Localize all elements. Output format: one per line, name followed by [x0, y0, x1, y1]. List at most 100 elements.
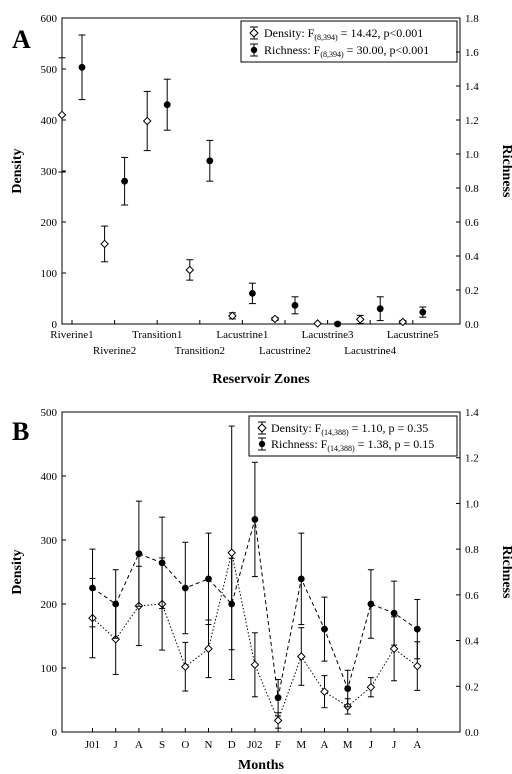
panel-a-y2tick-label: 1.6 — [465, 47, 479, 59]
panel-b-frame — [61, 411, 461, 733]
panel-a-richness-point — [334, 320, 341, 328]
panel-b-density-point — [389, 644, 399, 654]
legend-a-density-sub: (8,394) — [314, 33, 338, 42]
panel-a-density-point — [228, 311, 237, 321]
panel-b-letter: B — [12, 417, 29, 446]
panel-b-richness-point — [344, 685, 352, 692]
panel-a-xtick-label: Riverine2 — [93, 345, 136, 357]
panel-a-xtick-label: Lacustrine4 — [344, 345, 396, 357]
panel-b-richness-point — [205, 575, 212, 583]
panel-b-xtick-label: M — [343, 739, 353, 751]
panel-b-x-label: Months — [238, 758, 284, 773]
panel-a-richness-point — [291, 301, 299, 309]
panel-a-xtick-label: Lacustrine3 — [302, 329, 354, 341]
panel-a-y-label: Density — [10, 148, 25, 193]
legend-b-richness-marker — [258, 440, 266, 448]
legend-b-richness-text: Richness: F(14,388) = 1.38, p = 0.15 — [271, 437, 434, 453]
panel-b-density-point — [366, 682, 376, 692]
panel-b-legend-box — [248, 415, 458, 457]
legend-a-density-main: Density: F — [264, 26, 315, 40]
panel-b-richness-point — [390, 609, 398, 617]
legend-b-richness-main: Richness: F — [271, 437, 328, 451]
panel-b-ytick-label: 100 — [41, 663, 58, 675]
panel-b-richness-point — [321, 625, 328, 633]
panel-b-y2tick-label: 0.6 — [465, 590, 479, 602]
panel-b-y2tick-label: 0.8 — [465, 544, 479, 556]
panel-b-density-point — [204, 644, 213, 654]
panel-b-density-point — [227, 548, 237, 558]
panel-a-ytick-label: 200 — [41, 217, 58, 229]
panel-a-xtick-label: Transition2 — [175, 345, 225, 357]
legend-a-richness-rest: = 30.00, p<0.001 — [344, 43, 430, 57]
panel-a-xtick-label: Lacustrine5 — [387, 329, 439, 341]
legend-a-density-rest: = 14.42, p<0.001 — [338, 26, 424, 40]
panel-a-ytick-label: 500 — [41, 64, 58, 76]
panel-a-richness-point — [163, 101, 171, 109]
panel-b-xtick-label: O — [181, 739, 189, 751]
panel-b-xtick-label: S — [159, 739, 165, 751]
panel-b-richness-point — [135, 550, 143, 558]
panel-b-xtick-label: A — [413, 739, 421, 751]
panel-b-richness-point — [251, 516, 259, 523]
panel-a-density-point — [57, 110, 67, 120]
legend-b-richness-sub: (14,388) — [327, 444, 355, 453]
panel-a-richness-point — [419, 308, 427, 316]
panel-b-y2-label: Richness — [499, 546, 512, 599]
panel-b-xtick-label: J — [392, 739, 397, 751]
panel-b-density-point — [412, 661, 422, 671]
legend-b-richness-rest: = 1.38, p = 0.15 — [355, 437, 435, 451]
panel-a-density-point — [185, 265, 195, 275]
panel-b-legend: Density: F(14,388) = 1.10, p = 0.35 Rich… — [248, 415, 458, 457]
panel-b-xtick-label: J02 — [247, 739, 262, 751]
panel-a-legend: Density: F(8,394) = 14.42, p<0.001 Richn… — [240, 20, 458, 63]
legend-a-richness-sub: (8,394) — [320, 50, 344, 59]
legend-a-richness-marker — [250, 46, 258, 54]
panel-a-y2tick-label: 1.0 — [465, 149, 479, 161]
panel-b-y2tick-label: 0.4 — [465, 636, 479, 648]
panel-a-xtick-label: Lacustrine2 — [259, 345, 311, 357]
panel-b-ytick-label: 0 — [52, 727, 58, 739]
panel-a-y2tick-label: 1.2 — [465, 115, 479, 127]
panel-a-ytick-label: 0 — [52, 319, 58, 331]
legend-b-density-main: Density: F — [271, 421, 322, 435]
panel-b-richness-point — [181, 584, 189, 592]
panel-a-x-label: Reservoir Zones — [212, 372, 310, 387]
panel-a-ytick-label: 600 — [41, 13, 58, 25]
panel-a-richness-point — [206, 157, 214, 165]
legend-b-density-marker — [257, 423, 267, 433]
panel-b-richness-point — [274, 694, 282, 702]
panel-a-xtick-label: Lacustrine1 — [216, 329, 268, 341]
panel-b-density-point — [180, 662, 190, 672]
panel-b-richness-point — [158, 559, 166, 567]
panel-a-y2tick-label: 0.0 — [465, 319, 479, 331]
legend-b-density-sub: (14,388) — [321, 428, 349, 437]
legend-b-density-rest: = 1.10, p = 0.35 — [349, 421, 429, 435]
panel-a-xtick-label: Riverine1 — [50, 329, 93, 341]
panel-a-y2tick-label: 0.8 — [465, 183, 479, 195]
panel-a-richness-point — [249, 290, 256, 297]
panel-a-density-point — [270, 314, 280, 324]
legend-a-density-text: Density: F(8,394) = 14.42, p<0.001 — [264, 26, 423, 42]
panel-b-richness-point — [228, 600, 236, 608]
panel-a-richness-point — [121, 177, 128, 185]
panel-b-xtick-label: J — [369, 739, 374, 751]
panel-b-y2tick-label: 1.2 — [465, 453, 479, 465]
panel-b-y2tick-label: 0.2 — [465, 681, 479, 693]
panel-b-ytick-label: 200 — [41, 599, 58, 611]
panel-a-richness-point — [376, 305, 384, 313]
panel-b-density-point — [273, 716, 283, 725]
legend-a-density-marker — [249, 28, 259, 38]
panel-a: A Density Richness Reservoir Zones Densi… — [10, 13, 512, 387]
panel-b-xtick-label: A — [135, 739, 143, 751]
panel-b-xtick-label: F — [275, 739, 281, 751]
panel-b-richness-point — [367, 600, 375, 608]
panel-b-density-point — [320, 687, 329, 696]
panel-b-ytick-label: 400 — [41, 471, 58, 483]
panel-a-y2tick-label: 0.2 — [465, 285, 479, 297]
panel-b-xtick-label: N — [205, 739, 213, 751]
panel-b-y-label: Density — [10, 549, 25, 594]
panel-a-density-point — [355, 315, 365, 324]
panel-b-xtick-label: M — [296, 739, 306, 751]
panel-a-y2tick-label: 1.8 — [465, 13, 479, 25]
